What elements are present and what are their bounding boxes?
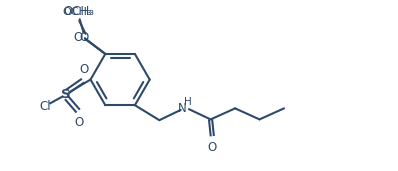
Text: OCH₃: OCH₃ <box>62 7 92 17</box>
Text: S: S <box>61 88 71 101</box>
Text: O: O <box>79 31 88 44</box>
Text: N: N <box>178 102 186 115</box>
Text: O: O <box>79 63 88 76</box>
Text: Cl: Cl <box>40 100 51 113</box>
Text: OCH₃: OCH₃ <box>63 5 94 18</box>
Text: H: H <box>184 97 191 107</box>
Text: O: O <box>208 141 217 154</box>
Text: O: O <box>74 116 83 129</box>
Text: O: O <box>73 31 82 44</box>
